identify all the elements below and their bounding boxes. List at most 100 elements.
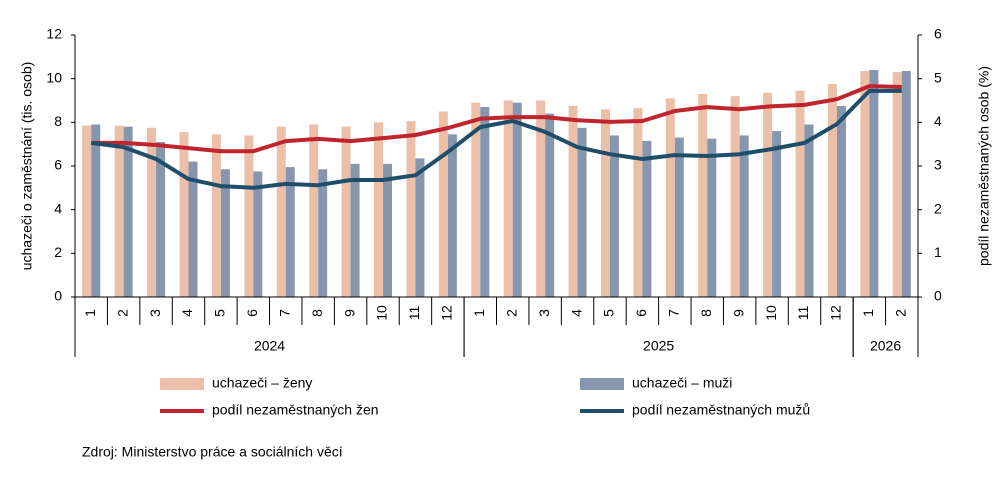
line-series [91,84,902,154]
y-axis-title: uchazeči o zaměstnání (tis. osob) [19,62,35,271]
x-tick-label: 6 [244,309,260,317]
y-tick-label: 8 [54,113,62,129]
bar [901,71,911,298]
x-tick-label: 1 [471,309,487,317]
bar [480,107,490,297]
bar [383,163,393,297]
bar [804,124,814,298]
bar [674,137,684,297]
bar [892,72,902,297]
bar [341,126,351,297]
x-tick-label: 3 [147,309,163,317]
x-tick-label: 2 [892,309,908,317]
bar [471,102,481,297]
bar [188,161,198,297]
bar [642,140,652,297]
legend-swatch [160,378,204,390]
bar [179,132,189,297]
bar [707,138,717,297]
x-tick-label: 9 [341,309,357,317]
bar [123,126,133,297]
group-label: 2024 [254,338,285,354]
bar [860,71,870,298]
bar [763,92,773,297]
y2-tick-label: 3 [934,157,942,173]
y-tick-label: 2 [54,244,62,260]
x-tick-label: 3 [536,309,552,317]
bar [309,124,319,298]
y-tick-label: 12 [46,26,62,42]
x-tick-label: 5 [212,309,228,317]
bar [730,96,740,297]
bar [220,169,230,297]
x-tick-label: 12 [828,305,844,321]
x-tick-label: 1 [860,309,876,317]
x-tick-label: 5 [601,309,617,317]
bar [82,125,92,297]
bar [827,84,837,297]
bar [253,171,263,297]
bar [772,131,782,297]
x-tick-label: 11 [795,306,811,321]
x-tick-label: 7 [276,309,292,317]
bar [276,126,286,297]
bar [285,167,295,297]
y2-tick-label: 5 [934,69,942,85]
x-tick-label: 10 [374,305,390,321]
bar [665,98,675,297]
bar [350,163,360,297]
y2-tick-label: 2 [934,200,942,216]
bar [609,135,619,297]
x-tick-label: 9 [730,309,746,317]
bar [836,105,846,297]
bar [406,121,416,297]
legend-swatch [580,378,624,390]
y2-tick-label: 4 [934,113,942,129]
bar [156,141,166,297]
bar [503,100,513,297]
bar [415,158,425,297]
y-tick-label: 4 [54,200,62,216]
x-tick-label: 10 [763,305,779,321]
group-label: 2025 [643,338,674,354]
y-tick-label: 0 [54,288,62,304]
x-tick-label: 11 [406,306,422,321]
bar [114,125,124,297]
x-tick-label: 1 [82,309,98,317]
x-tick-label: 8 [698,309,714,317]
bar [211,134,221,297]
bar [318,169,328,297]
legend-label: uchazeči – ženy [212,375,312,391]
bar [374,122,384,297]
x-tick-label: 12 [439,305,455,321]
y2-axis-title: podíl nezaměstnaných osob (%) [976,66,992,266]
x-tick-label: 6 [633,309,649,317]
y-tick-label: 6 [54,157,62,173]
bar [869,69,879,297]
bar [536,100,546,297]
y2-tick-label: 0 [934,288,942,304]
bar [795,90,805,297]
bar [512,102,522,297]
bar [147,127,157,298]
x-tick-label: 4 [568,309,584,317]
line-series [90,88,902,190]
group-label: 2026 [870,338,901,354]
y2-tick-label: 6 [934,26,942,42]
bar [739,135,749,297]
bar [438,111,448,298]
bar [633,108,643,298]
bar [447,134,457,297]
x-tick-label: 8 [309,309,325,317]
y2-tick-label: 1 [934,244,942,260]
x-tick-label: 2 [503,309,519,317]
bar [577,127,587,298]
bar [698,93,708,297]
source: Zdroj: Ministerstvo práce a sociálních v… [82,444,343,460]
legend-label: uchazeči – muži [632,375,732,391]
x-tick-label: 2 [114,309,130,317]
bar [545,113,555,297]
bar [568,105,578,297]
legend-label: podíl nezaměstnaných mužů [632,402,810,418]
